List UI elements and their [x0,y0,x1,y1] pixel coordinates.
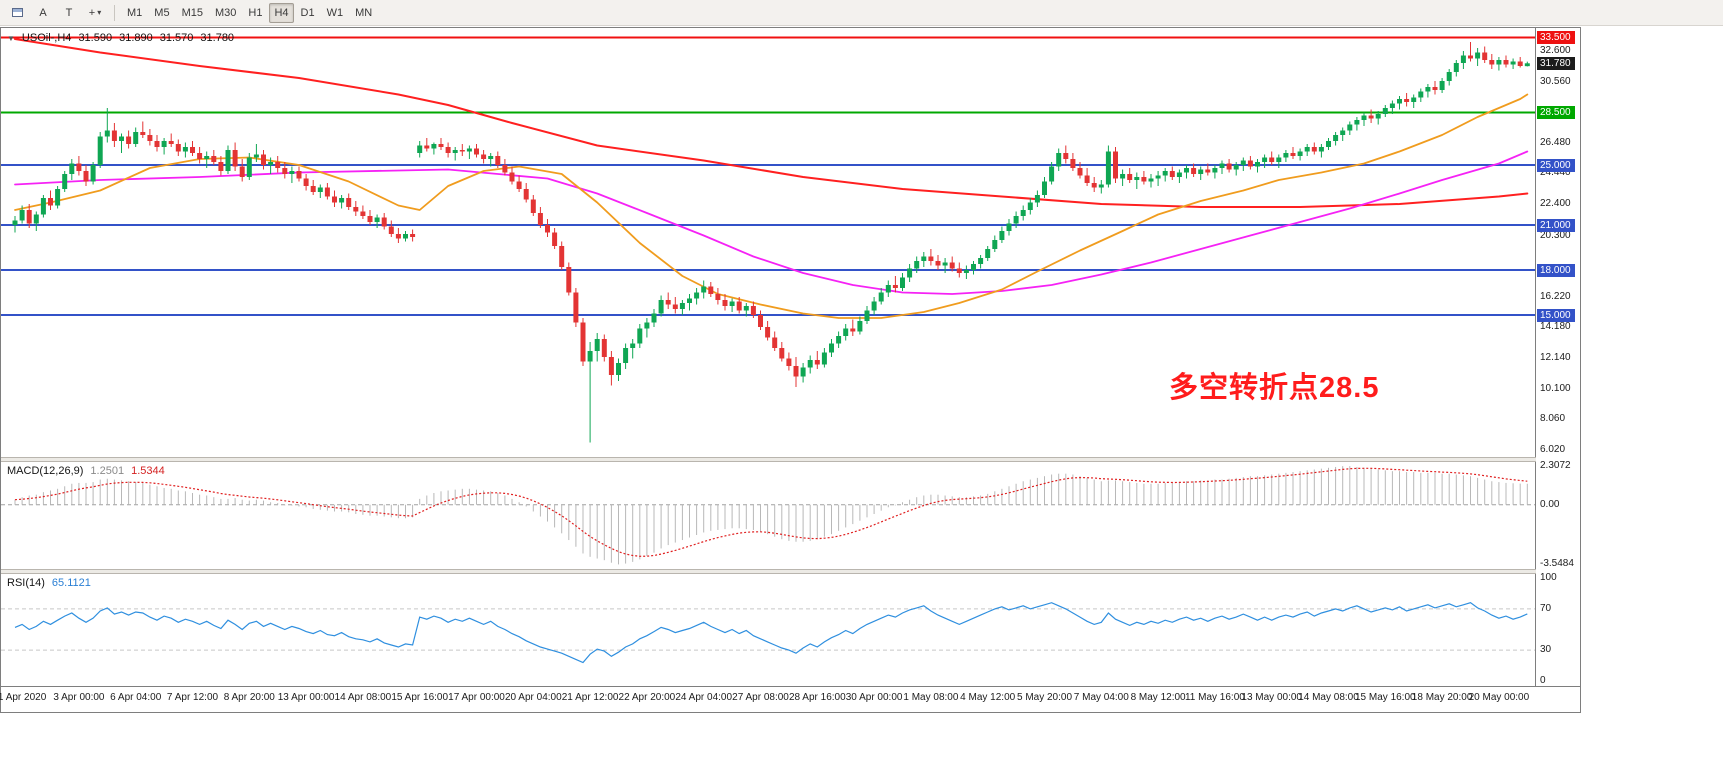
price-axis-label: 24.440 [1540,167,1571,178]
open-value: 31.590 [78,32,113,44]
time-axis-label: 8 Apr 20:00 [223,692,275,703]
price-chart-canvas[interactable] [1,28,1535,457]
chart-title: ▼ USOil-,H4 31.590 31.890 31.570 31.780 [7,32,234,44]
text-tool-button[interactable]: T [65,6,73,19]
time-axis-label: 1 Apr 2020 [0,692,47,703]
time-axis-label: 11 May 16:00 [1184,692,1245,703]
price-axis-label: 32.600 [1540,45,1571,56]
time-axis-label: 4 May 12:00 [960,692,1016,703]
macd-panel-canvas[interactable] [1,462,1535,569]
timeframe-buttons-group: M1 M5 M15 M30 H1 H4 D1 W1 MN [121,2,378,23]
crosshair-icon: + [88,6,96,19]
price-axis-label: 8.060 [1540,413,1566,424]
macd-axis-label: -3.5484 [1540,558,1574,569]
time-axis-label: 28 Apr 16:00 [788,692,846,703]
rsi-axis-label: 100 [1540,572,1557,583]
rsi-name: RSI(14) [7,577,45,589]
price-axis-badge: 18.000 [1537,264,1575,277]
price-axis-label: 14.180 [1540,321,1571,332]
rsi-axis-label: 70 [1540,603,1552,614]
time-axis-label: 15 Apr 16:00 [391,692,449,703]
toolbar-separator [114,4,115,21]
timeframe-w1-button[interactable]: W1 [326,6,344,19]
high-value: 31.890 [119,32,153,44]
time-axis-label: 30 Apr 00:00 [845,692,903,703]
rsi-axis-label: 30 [1540,644,1552,655]
time-axis-label: 7 Apr 12:00 [166,692,219,703]
time-axis-label: 17 Apr 00:00 [448,692,505,703]
rsi-value: 65.1121 [51,577,91,589]
time-axis-label: 6 Apr 04:00 [110,692,162,703]
price-axis-label: 30.560 [1540,76,1571,87]
macd-main-value: 1.2501 [90,465,125,477]
macd-axis-label: 2.3072 [1540,460,1571,471]
symbol-period-label: USOil-,H4 [21,32,72,44]
timeframe-m1-button[interactable]: M1 [127,6,143,19]
macd-signal-value: 1.5344 [131,465,165,477]
crosshair-tool-button[interactable]: + ▾ [83,3,107,23]
time-axis-label: 20 Apr 04:00 [504,692,562,703]
price-axis-label: 26.480 [1540,137,1571,148]
time-axis-label: 24 Apr 04:00 [675,692,733,703]
time-axis-label: 13 May 00:00 [1241,692,1302,703]
chart-window-button[interactable] [5,3,29,23]
timeframe-h1-button[interactable]: H1 [248,6,263,19]
price-axis-label: 20.300 [1540,230,1571,241]
rsi-axis-label: 0 [1540,675,1546,686]
time-axis-label: 14 May 08:00 [1298,692,1359,703]
low-value: 31.570 [159,32,194,44]
price-axis-label: 10.100 [1540,383,1571,394]
timeframe-h4-button[interactable]: H4 [269,2,294,23]
timeframe-m5-button[interactable]: M5 [154,6,170,19]
price-axis-badge: 25.000 [1537,159,1575,172]
chart-window: ▼ USOil-,H4 31.590 31.890 31.570 31.780 … [0,27,1581,713]
time-axis[interactable]: 1 Apr 2020 3 Apr 00:00 6 Apr 04:00 7 Apr 12… [0,686,1580,712]
scale-divider [1535,28,1536,686]
price-axis-label: 12.140 [1540,352,1571,363]
chart-window-icon [11,8,23,17]
timeframe-d1-button[interactable]: D1 [300,6,315,19]
price-axis-badge: 33.500 [1537,31,1575,44]
toolbar: A T + ▾ M1 M5 M15 M30 H1 H4 D1 W1 MN [0,0,1723,26]
timeframe-m15-button[interactable]: M15 [181,6,203,19]
time-axis-label: 21 Apr 12:00 [561,692,619,703]
time-axis-label: 14 Apr 08:00 [334,692,392,703]
time-axis-label: 20 May 00:00 [1468,692,1530,703]
macd-name: MACD(12,26,9) [7,465,84,477]
price-axis-label: 6.020 [1540,444,1566,455]
price-axis-badge: 31.780 [1537,57,1575,70]
time-axis-label: 27 Apr 08:00 [732,692,789,703]
time-axis-label: 18 May 20:00 [1411,692,1473,703]
time-axis-label: 15 May 16:00 [1354,692,1416,703]
price-axis-badge: 21.000 [1537,219,1575,232]
macd-indicator-label: MACD(12,26,9) 1.2501 1.5344 [7,465,165,477]
time-axis-label: 7 May 04:00 [1073,692,1129,703]
symbol-expand-icon[interactable]: ▼ [7,33,15,43]
time-axis-label: 1 May 08:00 [903,692,959,703]
panel-splitter[interactable] [1,457,1580,462]
time-axis-label: 8 May 12:00 [1130,692,1186,703]
rsi-indicator-label: RSI(14) 65.1121 [7,577,91,589]
timeframe-m30-button[interactable]: M30 [214,6,237,19]
price-axis-label: 16.220 [1540,291,1571,302]
timeframe-mn-button[interactable]: MN [355,6,373,19]
annotate-letter-button[interactable]: A [39,6,47,19]
close-value: 31.780 [200,32,235,44]
price-axis-badge: 15.000 [1537,309,1575,322]
rsi-panel-canvas[interactable] [1,574,1535,686]
time-axis-label: 3 Apr 00:00 [53,692,105,703]
price-axis-badge: 28.500 [1537,106,1575,119]
macd-axis-label: 0.00 [1540,499,1560,510]
time-axis-label: 22 Apr 20:00 [618,692,676,703]
price-axis-label: 22.400 [1540,198,1571,209]
price-scale-column[interactable]: 32.600 30.560 26.480 24.440 22.400 20.300 16.2… [1536,28,1580,686]
chart-annotation-text[interactable]: 多空转折点28.5 [1169,372,1380,404]
time-axis-label: 13 Apr 00:00 [277,692,335,703]
chevron-down-icon: ▾ [97,8,102,17]
time-axis-label: 5 May 20:00 [1016,692,1073,703]
panel-splitter[interactable] [1,569,1580,574]
